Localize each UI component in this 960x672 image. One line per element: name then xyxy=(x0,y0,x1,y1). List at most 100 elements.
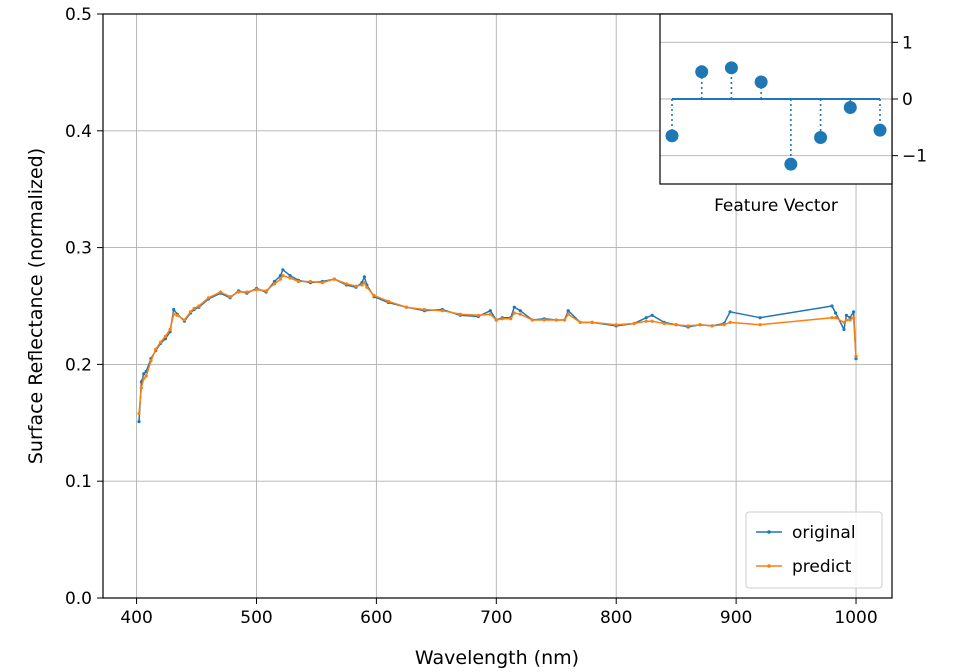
data-point-predict xyxy=(218,290,223,294)
data-point-predict xyxy=(494,318,498,322)
data-point-predict xyxy=(686,324,690,328)
y-tick-label: 0.3 xyxy=(65,239,92,259)
data-point-predict xyxy=(154,347,158,351)
data-point-original xyxy=(488,309,492,313)
data-point-predict xyxy=(650,319,654,323)
data-point-predict xyxy=(245,290,249,294)
data-point-predict xyxy=(278,277,283,281)
data-point-original xyxy=(844,313,849,317)
data-point-original xyxy=(728,310,732,314)
data-point-predict xyxy=(254,288,259,292)
inset-x-label: Feature Vector xyxy=(714,196,838,216)
data-point-predict xyxy=(320,281,324,285)
data-point-predict xyxy=(159,340,163,344)
data-point-original xyxy=(758,316,762,320)
data-point-predict xyxy=(518,312,522,316)
data-point-original xyxy=(848,316,852,320)
data-point-original xyxy=(288,274,292,278)
data-point-predict xyxy=(163,334,167,338)
data-point-predict xyxy=(698,323,702,327)
stem-marker xyxy=(843,101,857,114)
inset-tick-label: −1 xyxy=(902,147,927,167)
data-point-predict xyxy=(662,321,666,326)
data-point-predict xyxy=(386,299,390,303)
data-point-predict xyxy=(142,376,146,380)
main-plot-area xyxy=(137,268,858,424)
inset-stems xyxy=(665,61,887,171)
data-point-predict xyxy=(758,323,762,327)
inset-tick-label: 0 xyxy=(902,90,913,110)
data-point-predict xyxy=(500,317,504,321)
data-point-predict xyxy=(372,293,376,298)
data-point-original xyxy=(842,327,846,331)
data-point-predict xyxy=(236,290,241,294)
data-point-predict xyxy=(674,323,678,327)
data-point-predict xyxy=(360,283,364,287)
data-point-predict xyxy=(332,277,336,281)
x-tick-label: 800 xyxy=(600,608,632,628)
data-point-original xyxy=(518,309,522,313)
data-point-predict xyxy=(206,296,211,300)
legend-label-original: original xyxy=(792,523,856,543)
data-point-predict xyxy=(563,318,567,322)
data-point-predict xyxy=(175,313,179,317)
data-point-predict xyxy=(644,319,648,323)
stem-marker xyxy=(784,157,798,171)
data-point-predict xyxy=(710,324,714,328)
data-point-predict xyxy=(139,386,143,390)
main-axis-ticks: 400 500 600 700 800 900 1000 0.0 0.1 0.2 0.3 0.4 0.5 xyxy=(65,5,878,628)
legend-marker-original xyxy=(767,530,771,534)
stem-marker xyxy=(695,65,709,79)
x-tick-label: 1000 xyxy=(834,608,877,628)
data-point-original xyxy=(650,313,654,317)
data-point-predict xyxy=(264,289,268,293)
stem-marker xyxy=(873,123,887,137)
data-point-predict xyxy=(530,318,534,322)
y-tick-label: 0.2 xyxy=(65,355,92,375)
stem-marker xyxy=(724,61,738,75)
data-point-predict xyxy=(308,279,312,284)
data-point-predict xyxy=(542,318,546,322)
y-tick-label: 0.0 xyxy=(65,589,92,609)
data-point-predict xyxy=(344,282,348,286)
y-tick-label: 0.5 xyxy=(65,5,92,25)
data-point-predict xyxy=(182,318,187,322)
data-point-predict xyxy=(590,320,594,324)
data-point-predict xyxy=(722,323,726,327)
data-point-predict xyxy=(852,316,856,320)
series-line-predict xyxy=(138,274,857,414)
x-tick-label: 900 xyxy=(720,608,752,628)
data-point-predict xyxy=(458,312,462,316)
data-point-original xyxy=(852,310,856,314)
data-point-predict xyxy=(476,313,480,317)
x-tick-label: 500 xyxy=(240,608,272,628)
data-point-original xyxy=(566,309,570,313)
data-point-original xyxy=(830,304,834,308)
data-point-predict xyxy=(632,321,636,326)
data-point-predict xyxy=(578,320,582,324)
data-point-predict xyxy=(440,309,444,313)
stem-marker xyxy=(814,131,828,145)
inset-tick-label: 1 xyxy=(902,33,913,53)
data-point-predict xyxy=(144,374,148,378)
data-point-predict xyxy=(554,318,558,322)
data-point-predict xyxy=(272,282,277,286)
x-tick-label: 400 xyxy=(120,608,152,628)
data-point-predict xyxy=(172,312,176,316)
stem-marker xyxy=(754,75,768,89)
y-tick-label: 0.1 xyxy=(65,472,92,492)
data-point-original xyxy=(137,420,141,424)
data-point-predict xyxy=(614,323,618,327)
data-point-predict xyxy=(296,279,301,284)
data-point-predict xyxy=(728,320,732,324)
data-point-predict xyxy=(844,318,849,322)
data-point-predict xyxy=(848,318,852,322)
stem-marker xyxy=(665,129,679,143)
legend-label-predict: predict xyxy=(792,557,852,577)
data-point-predict xyxy=(354,284,358,288)
legend-marker-predict xyxy=(767,564,771,568)
data-point-predict xyxy=(197,304,201,308)
data-point-original xyxy=(142,372,146,376)
inset-chart: −1 0 1 Feature Vector xyxy=(659,13,927,216)
